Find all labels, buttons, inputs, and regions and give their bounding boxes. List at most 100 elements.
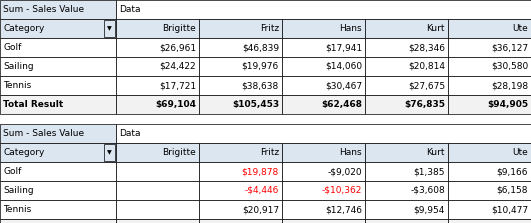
Text: $20,917: $20,917	[242, 205, 279, 214]
Bar	[0, 19, 116, 38]
Text: -$9,020: -$9,020	[328, 167, 362, 176]
Bar	[282, 181, 365, 200]
Text: $28,198: $28,198	[491, 81, 528, 90]
Bar	[199, 162, 282, 181]
Bar	[116, 143, 199, 162]
Text: Sailing: Sailing	[3, 186, 33, 195]
Bar	[199, 19, 282, 38]
Text: Sum - Sales Value: Sum - Sales Value	[3, 5, 84, 14]
Text: ▼: ▼	[107, 26, 112, 31]
Text: Sailing: Sailing	[3, 62, 33, 71]
Text: Brigitte: Brigitte	[162, 148, 196, 157]
Bar	[0, 143, 116, 162]
Bar	[199, 219, 282, 223]
Bar	[448, 200, 531, 219]
Text: $17,721: $17,721	[159, 81, 196, 90]
Bar	[365, 219, 448, 223]
Text: Category: Category	[3, 148, 45, 157]
Bar	[0, 57, 116, 76]
Bar	[0, 162, 116, 181]
Text: Ute: Ute	[512, 24, 528, 33]
Bar	[365, 200, 448, 219]
Bar	[199, 95, 282, 114]
Text: $20,814: $20,814	[408, 62, 445, 71]
Text: $19,976: $19,976	[242, 62, 279, 71]
Bar	[116, 219, 199, 223]
Bar	[365, 143, 448, 162]
Text: $1,385: $1,385	[414, 167, 445, 176]
Text: ▼: ▼	[107, 150, 112, 155]
Bar	[0, 76, 116, 95]
Text: $17,941: $17,941	[325, 43, 362, 52]
Text: $19,878: $19,878	[242, 167, 279, 176]
Text: $38,638: $38,638	[242, 81, 279, 90]
Bar	[0, 181, 116, 200]
Bar	[199, 76, 282, 95]
Bar	[448, 143, 531, 162]
Text: $6,158: $6,158	[496, 186, 528, 195]
Text: Hans: Hans	[339, 148, 362, 157]
Text: $26,961: $26,961	[159, 43, 196, 52]
Bar	[365, 162, 448, 181]
Text: $10,477: $10,477	[491, 205, 528, 214]
Bar	[448, 38, 531, 57]
Bar	[116, 76, 199, 95]
Bar	[448, 76, 531, 95]
Bar	[116, 38, 199, 57]
Bar	[282, 38, 365, 57]
Bar	[448, 95, 531, 114]
Bar	[116, 0, 531, 19]
Bar	[448, 57, 531, 76]
Bar	[448, 219, 531, 223]
Bar	[365, 57, 448, 76]
Bar	[199, 38, 282, 57]
Bar	[116, 124, 531, 143]
Bar	[199, 143, 282, 162]
Text: $24,422: $24,422	[159, 62, 196, 71]
Text: $36,127: $36,127	[491, 43, 528, 52]
Bar	[365, 76, 448, 95]
Bar	[448, 162, 531, 181]
Text: $27,675: $27,675	[408, 81, 445, 90]
Text: $94,905: $94,905	[487, 100, 528, 109]
Text: Kurt: Kurt	[426, 148, 445, 157]
Bar	[448, 181, 531, 200]
Bar	[104, 20, 115, 37]
Bar	[0, 219, 116, 223]
Bar	[282, 95, 365, 114]
Bar	[199, 181, 282, 200]
Bar	[282, 57, 365, 76]
Text: $9,954: $9,954	[414, 205, 445, 214]
Text: Kurt: Kurt	[426, 24, 445, 33]
Text: $12,746: $12,746	[325, 205, 362, 214]
Text: $46,839: $46,839	[242, 43, 279, 52]
Bar	[199, 57, 282, 76]
Bar	[0, 0, 116, 19]
Text: Total Result: Total Result	[3, 100, 63, 109]
Text: Hans: Hans	[339, 24, 362, 33]
Bar	[0, 38, 116, 57]
Bar	[365, 95, 448, 114]
Bar	[282, 162, 365, 181]
Text: Golf: Golf	[3, 167, 21, 176]
Text: $9,166: $9,166	[496, 167, 528, 176]
Bar	[282, 143, 365, 162]
Text: $28,346: $28,346	[408, 43, 445, 52]
Text: Ute: Ute	[512, 148, 528, 157]
Text: Tennis: Tennis	[3, 81, 31, 90]
Text: -$10,362: -$10,362	[322, 186, 362, 195]
Bar	[116, 200, 199, 219]
Text: $14,060: $14,060	[325, 62, 362, 71]
Bar	[0, 124, 116, 143]
Bar	[282, 200, 365, 219]
Text: Data: Data	[119, 5, 141, 14]
Bar	[116, 57, 199, 76]
Text: Sum - Sales Value: Sum - Sales Value	[3, 129, 84, 138]
Bar	[0, 200, 116, 219]
Text: $30,580: $30,580	[491, 62, 528, 71]
Bar	[365, 181, 448, 200]
Bar	[365, 19, 448, 38]
Text: Fritz: Fritz	[260, 148, 279, 157]
Bar	[282, 19, 365, 38]
Text: $69,104: $69,104	[155, 100, 196, 109]
